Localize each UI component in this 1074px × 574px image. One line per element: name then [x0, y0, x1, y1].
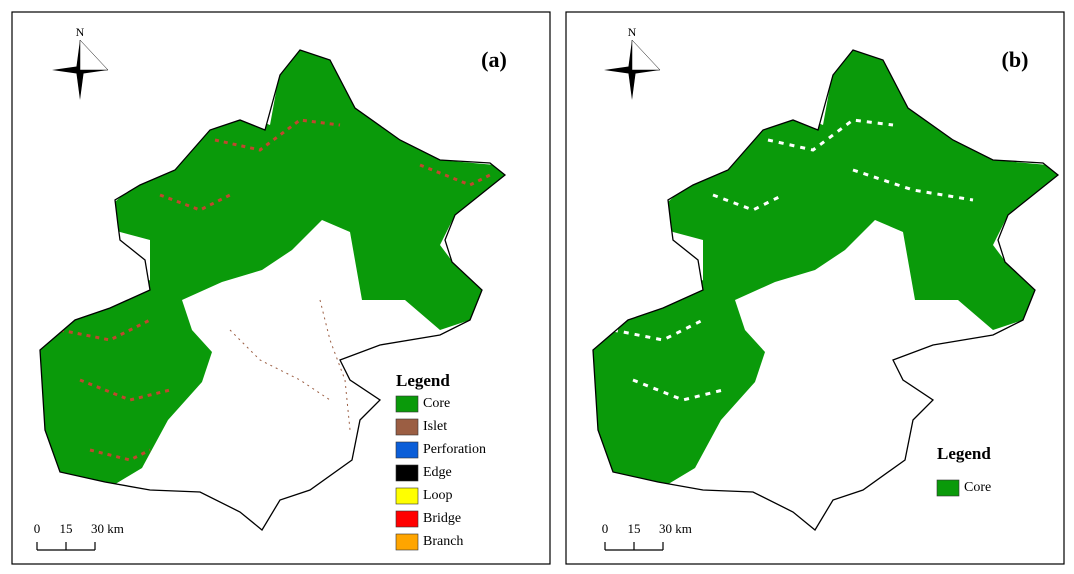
scale-label: 15: [60, 521, 73, 536]
map-b: [592, 49, 1059, 531]
panel-label: (a): [481, 47, 507, 72]
map-a: [39, 49, 506, 531]
scale-label: 0: [602, 521, 609, 536]
legend-label: Branch: [423, 534, 463, 549]
north-label: N: [76, 25, 85, 39]
north-arrow: [79, 39, 109, 71]
legend-swatch: [395, 395, 419, 413]
panel-frame: [11, 11, 551, 565]
legend-label: Perforation: [423, 442, 486, 457]
legend-title: Legend: [937, 444, 991, 463]
north-label: N: [628, 25, 637, 39]
scale-label: 0: [34, 521, 41, 536]
panel-frame: [565, 11, 1065, 565]
legend-swatch: [936, 479, 960, 497]
panel-label: (b): [1002, 47, 1029, 72]
legend-swatch: [395, 533, 419, 551]
legend-swatch: [395, 510, 419, 528]
north-arrow: [631, 39, 661, 71]
legend-swatch: [395, 487, 419, 505]
legend-label: Islet: [423, 419, 447, 434]
legend-title: Legend: [396, 371, 450, 390]
legend-label: Edge: [423, 465, 452, 480]
legend-swatch: [395, 441, 419, 459]
legend-label: Core: [964, 480, 991, 495]
scale-label: 15: [628, 521, 641, 536]
legend-label: Loop: [423, 488, 453, 503]
scale-label: 30 km: [91, 521, 124, 536]
legend-swatch: [395, 418, 419, 436]
scale-label: 30 km: [659, 521, 692, 536]
legend-swatch: [395, 464, 419, 482]
legend-label: Core: [423, 396, 450, 411]
legend-label: Bridge: [423, 511, 461, 526]
